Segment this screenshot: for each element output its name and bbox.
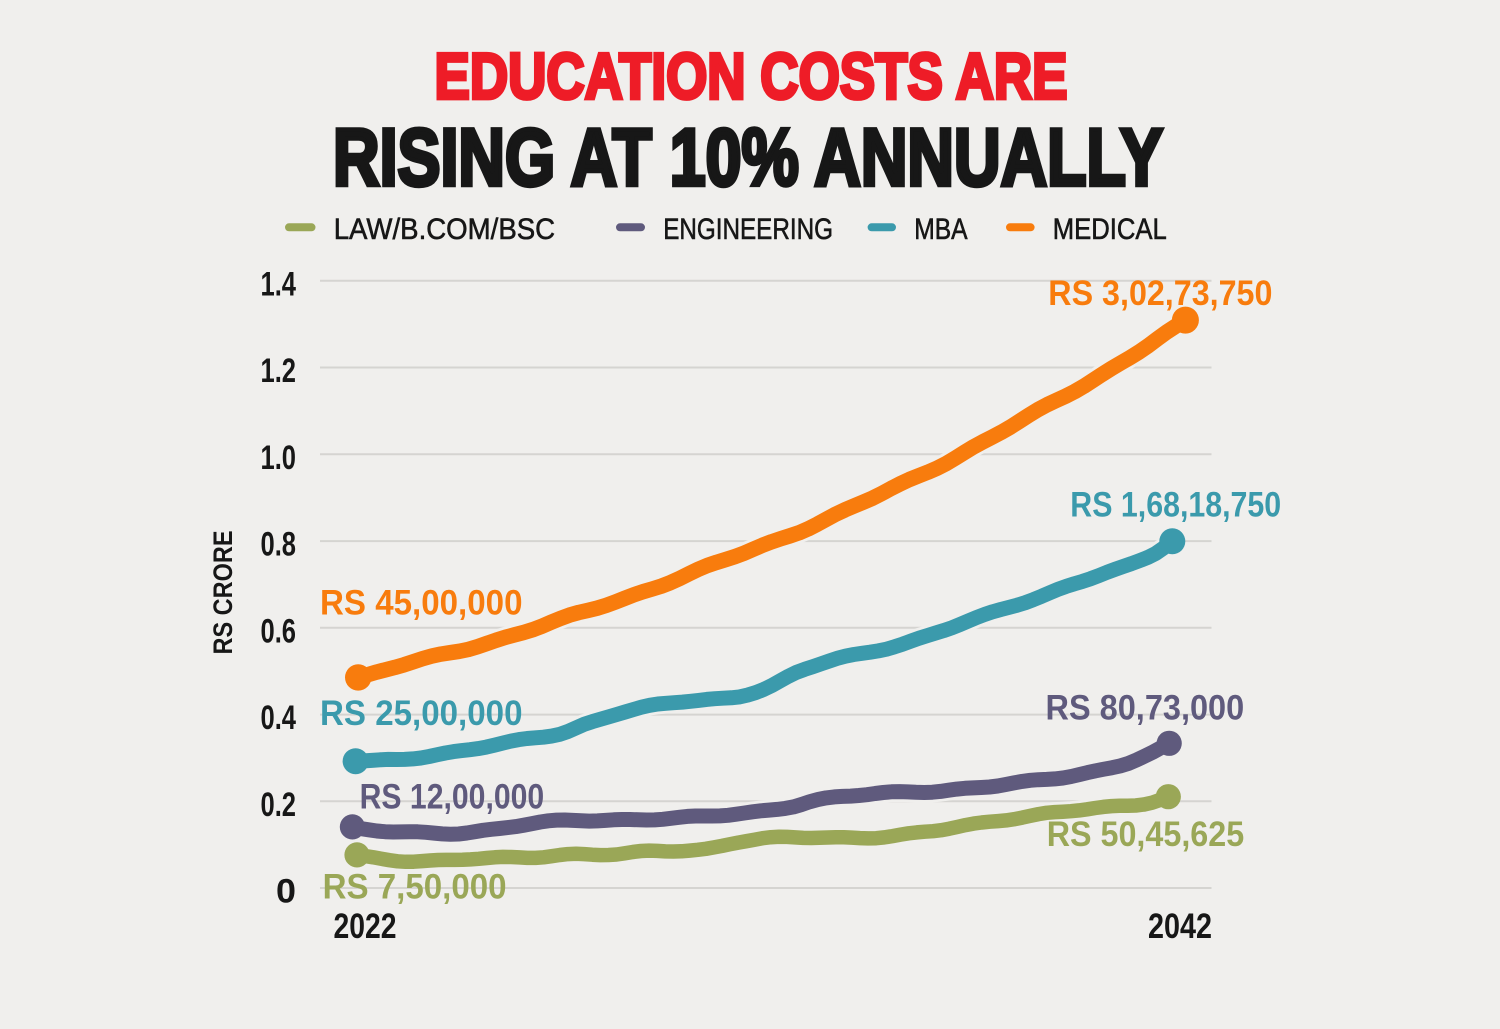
svg-text:RS 1,68,18,750: RS 1,68,18,750	[1070, 486, 1281, 525]
svg-text:1.2: 1.2	[261, 352, 297, 390]
svg-text:MBA: MBA	[914, 213, 967, 246]
svg-text:2022: 2022	[334, 907, 397, 946]
svg-text:ENGINEERING: ENGINEERING	[663, 213, 833, 246]
svg-text:MEDICAL: MEDICAL	[1053, 213, 1167, 246]
svg-text:RS 12,00,000: RS 12,00,000	[360, 777, 545, 816]
svg-text:1.4: 1.4	[261, 265, 297, 303]
svg-text:1.0: 1.0	[261, 439, 297, 477]
svg-text:RS 45,00,000: RS 45,00,000	[320, 584, 523, 623]
svg-text:RS 3,02,73,750: RS 3,02,73,750	[1048, 274, 1272, 313]
svg-text:RS 25,00,000: RS 25,00,000	[320, 694, 523, 733]
svg-text:0.2: 0.2	[261, 786, 297, 824]
svg-text:LAW/B.COM/BSC: LAW/B.COM/BSC	[334, 213, 555, 246]
svg-text:0: 0	[276, 873, 296, 911]
svg-text:RS 7,50,000: RS 7,50,000	[323, 868, 507, 907]
svg-text:0.6: 0.6	[261, 612, 297, 650]
svg-text:EDUCATION COSTS ARE: EDUCATION COSTS ARE	[435, 40, 1068, 113]
svg-text:0.8: 0.8	[261, 526, 297, 564]
svg-text:RS 80,73,000: RS 80,73,000	[1046, 689, 1245, 728]
svg-text:RS 50,45,625: RS 50,45,625	[1047, 815, 1245, 854]
svg-text:0.4: 0.4	[261, 699, 297, 737]
svg-text:RISING AT 10% ANNUALLY: RISING AT 10% ANNUALLY	[333, 113, 1163, 203]
svg-text:RS CRORE: RS CRORE	[208, 531, 238, 655]
svg-text:2042: 2042	[1148, 907, 1212, 946]
